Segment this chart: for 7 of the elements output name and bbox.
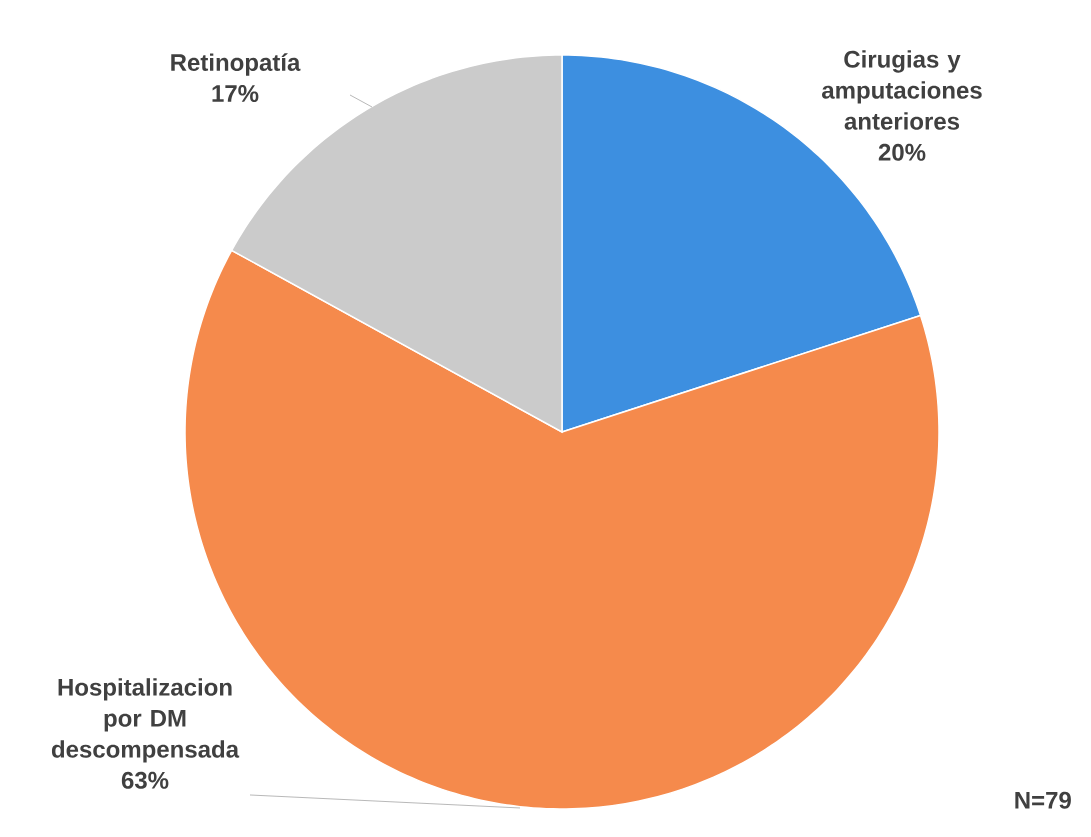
slice-label: Cirugias y amputaciones anteriores <box>822 50 982 130</box>
text: N=79 <box>1015 791 1071 809</box>
data-label: 17% <box>212 85 259 102</box>
slice-label: Hospitalizacion por DM descompensada <box>51 678 240 763</box>
data-label: 20% <box>878 143 926 161</box>
data-label: 63% <box>121 771 169 789</box>
slice-label: Retinopatía <box>171 53 301 76</box>
